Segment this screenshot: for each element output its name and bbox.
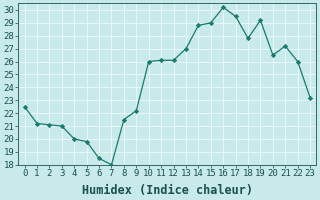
X-axis label: Humidex (Indice chaleur): Humidex (Indice chaleur) (82, 184, 253, 197)
